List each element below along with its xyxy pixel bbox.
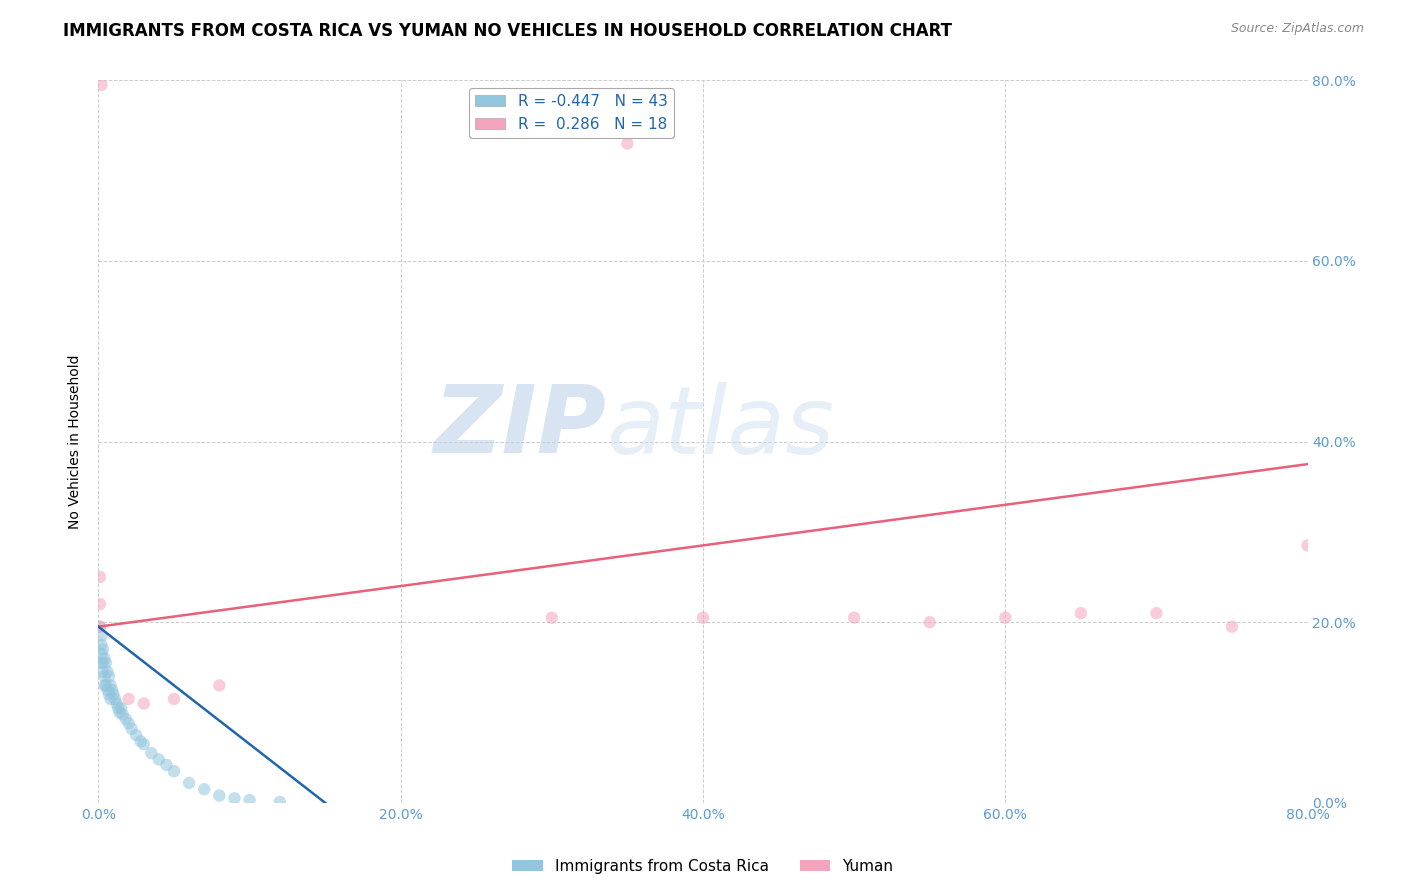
Point: [100, 678, 122, 692]
Point: [540, 610, 562, 624]
Point: [239, 793, 262, 807]
Point: [94, 678, 117, 692]
Point: [90, 656, 112, 670]
Point: [107, 701, 129, 715]
Point: [121, 722, 143, 736]
Point: [96, 665, 118, 679]
Text: Source: ZipAtlas.com: Source: ZipAtlas.com: [1230, 22, 1364, 36]
Point: [616, 136, 638, 151]
Point: [90, 78, 112, 92]
Point: [163, 764, 186, 779]
Y-axis label: No Vehicles in Household: No Vehicles in Household: [69, 354, 83, 529]
Point: [1070, 606, 1092, 620]
Point: [89, 597, 111, 611]
Point: [98, 669, 121, 683]
Point: [96, 682, 118, 697]
Point: [118, 716, 141, 731]
Point: [1220, 620, 1243, 634]
Point: [108, 706, 131, 720]
Point: [1296, 538, 1319, 552]
Point: [692, 610, 714, 624]
Point: [100, 692, 122, 706]
Point: [93, 669, 115, 683]
Point: [141, 746, 163, 760]
Point: [163, 692, 186, 706]
Point: [101, 682, 124, 697]
Point: [224, 791, 246, 805]
Point: [98, 687, 121, 701]
Point: [91, 665, 114, 679]
Point: [1144, 606, 1167, 620]
Point: [93, 678, 115, 692]
Point: [91, 642, 114, 657]
Point: [111, 707, 134, 722]
Point: [208, 678, 231, 692]
Point: [105, 697, 128, 711]
Point: [994, 610, 1017, 624]
Point: [148, 752, 170, 766]
Point: [103, 687, 125, 701]
Point: [90, 647, 112, 661]
Point: [844, 610, 866, 624]
Text: atlas: atlas: [606, 382, 835, 473]
Point: [114, 712, 136, 726]
Point: [193, 782, 215, 797]
Legend: Immigrants from Costa Rica, Yuman: Immigrants from Costa Rica, Yuman: [506, 853, 900, 880]
Point: [94, 656, 117, 670]
Point: [89, 620, 111, 634]
Point: [132, 697, 155, 711]
Point: [90, 629, 112, 643]
Point: [110, 701, 132, 715]
Legend: R = -0.447   N = 43, R =  0.286   N = 18: R = -0.447 N = 43, R = 0.286 N = 18: [468, 88, 673, 137]
Point: [918, 615, 941, 630]
Text: ZIP: ZIP: [433, 381, 606, 473]
Point: [89, 570, 111, 584]
Point: [208, 789, 231, 803]
Point: [104, 692, 127, 706]
Point: [269, 795, 291, 809]
Point: [155, 757, 177, 772]
Point: [118, 692, 141, 706]
Text: IMMIGRANTS FROM COSTA RICA VS YUMAN NO VEHICLES IN HOUSEHOLD CORRELATION CHART: IMMIGRANTS FROM COSTA RICA VS YUMAN NO V…: [63, 22, 952, 40]
Point: [129, 734, 152, 748]
Point: [132, 737, 155, 751]
Point: [90, 638, 112, 652]
Point: [125, 728, 148, 742]
Point: [93, 651, 115, 665]
Point: [89, 620, 111, 634]
Point: [179, 776, 201, 790]
Point: [91, 656, 114, 670]
